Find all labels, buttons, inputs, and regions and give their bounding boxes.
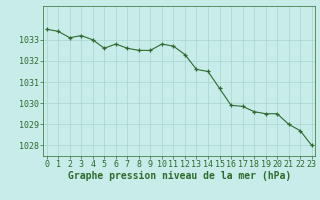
X-axis label: Graphe pression niveau de la mer (hPa): Graphe pression niveau de la mer (hPa) <box>68 171 291 181</box>
